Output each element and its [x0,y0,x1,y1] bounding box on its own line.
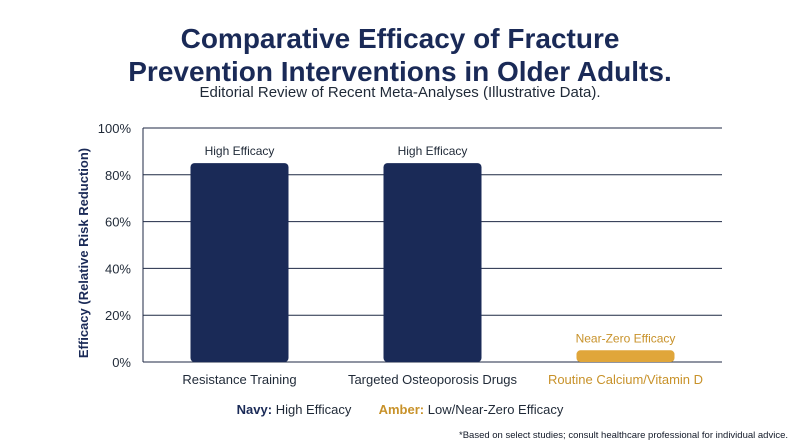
legend-amber-text: Low/Near-Zero Efficacy [427,402,564,417]
bar-data-label: High Efficacy [205,144,275,158]
bar [576,350,675,362]
chart-title: Comparative Efficacy of Fracture Prevent… [0,22,800,88]
x-tick-label: Resistance Training [182,372,296,387]
y-tick-label: 40% [105,261,131,276]
chart-title-line-1: Comparative Efficacy of Fracture [180,23,620,54]
bar-data-label: High Efficacy [398,144,468,158]
x-tick-label: Routine Calcium/Vitamin D [548,372,703,387]
bar [190,163,289,362]
chart-subtitle: Editorial Review of Recent Meta-Analyses… [199,84,601,101]
y-tick-label: 0% [112,355,131,370]
footnote: *Based on select studies; consult health… [459,430,788,441]
chart-title-line-2: Prevention Interventions in Older Adults… [128,56,672,87]
bar [383,163,482,362]
y-axis-title: Efficacy (Relative Risk Reduction) [76,148,91,358]
legend-navy-text: High Efficacy [275,402,352,417]
legend-amber-key: Amber: [378,402,425,417]
y-tick-label: 20% [105,308,131,323]
y-tick-label: 100% [98,121,132,136]
y-tick-label: 80% [105,168,131,183]
y-tick-label: 60% [105,215,131,230]
legend-navy-key: Navy: [236,402,273,417]
bar-data-label: Near-Zero Efficacy [576,331,676,345]
x-tick-label: Targeted Osteoporosis Drugs [348,372,518,387]
legend: Navy: High Efficacy Amber: Low/Near-Zero… [0,402,800,417]
